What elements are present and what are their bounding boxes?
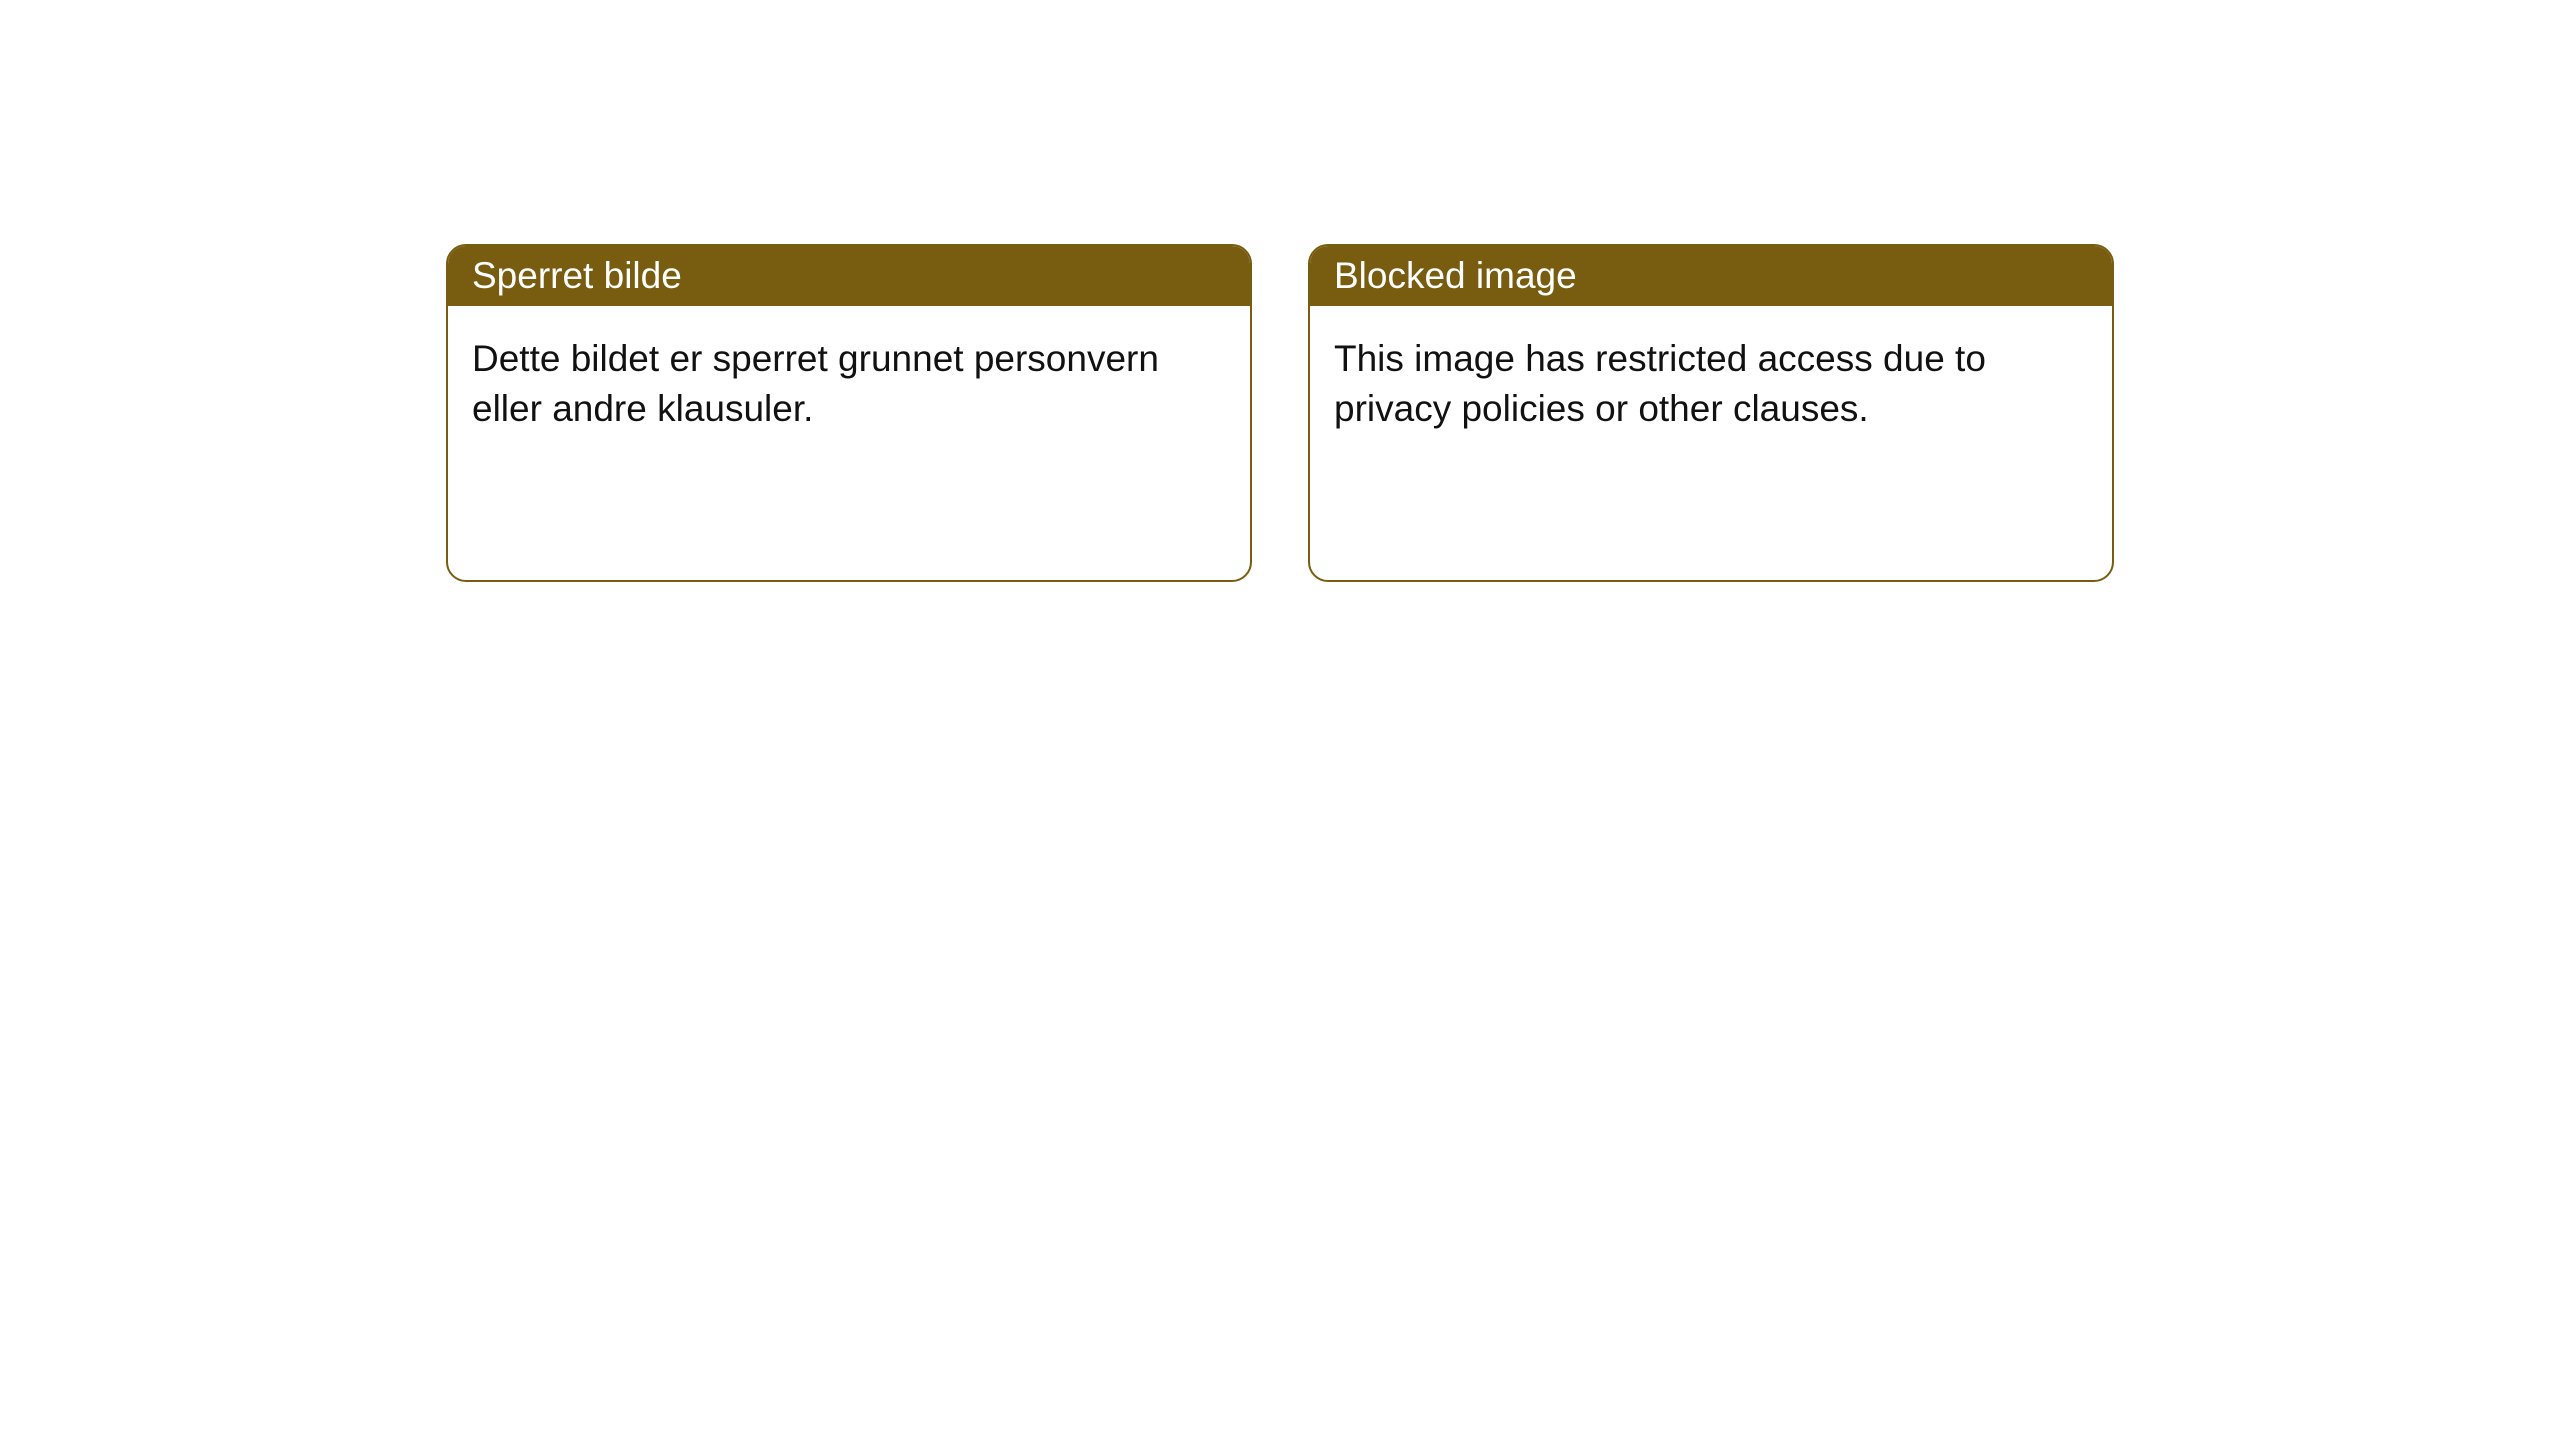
card-body-text: This image has restricted access due to … bbox=[1334, 338, 1986, 429]
card-body: This image has restricted access due to … bbox=[1310, 306, 2112, 462]
card-title: Sperret bilde bbox=[472, 256, 682, 296]
card-header: Sperret bilde bbox=[448, 246, 1250, 306]
card-body: Dette bildet er sperret grunnet personve… bbox=[448, 306, 1250, 462]
card-title: Blocked image bbox=[1334, 256, 1577, 296]
notice-card-english: Blocked image This image has restricted … bbox=[1308, 244, 2114, 582]
card-body-text: Dette bildet er sperret grunnet personve… bbox=[472, 338, 1159, 429]
card-header: Blocked image bbox=[1310, 246, 2112, 306]
notice-cards-container: Sperret bilde Dette bildet er sperret gr… bbox=[446, 244, 2114, 582]
notice-card-norwegian: Sperret bilde Dette bildet er sperret gr… bbox=[446, 244, 1252, 582]
